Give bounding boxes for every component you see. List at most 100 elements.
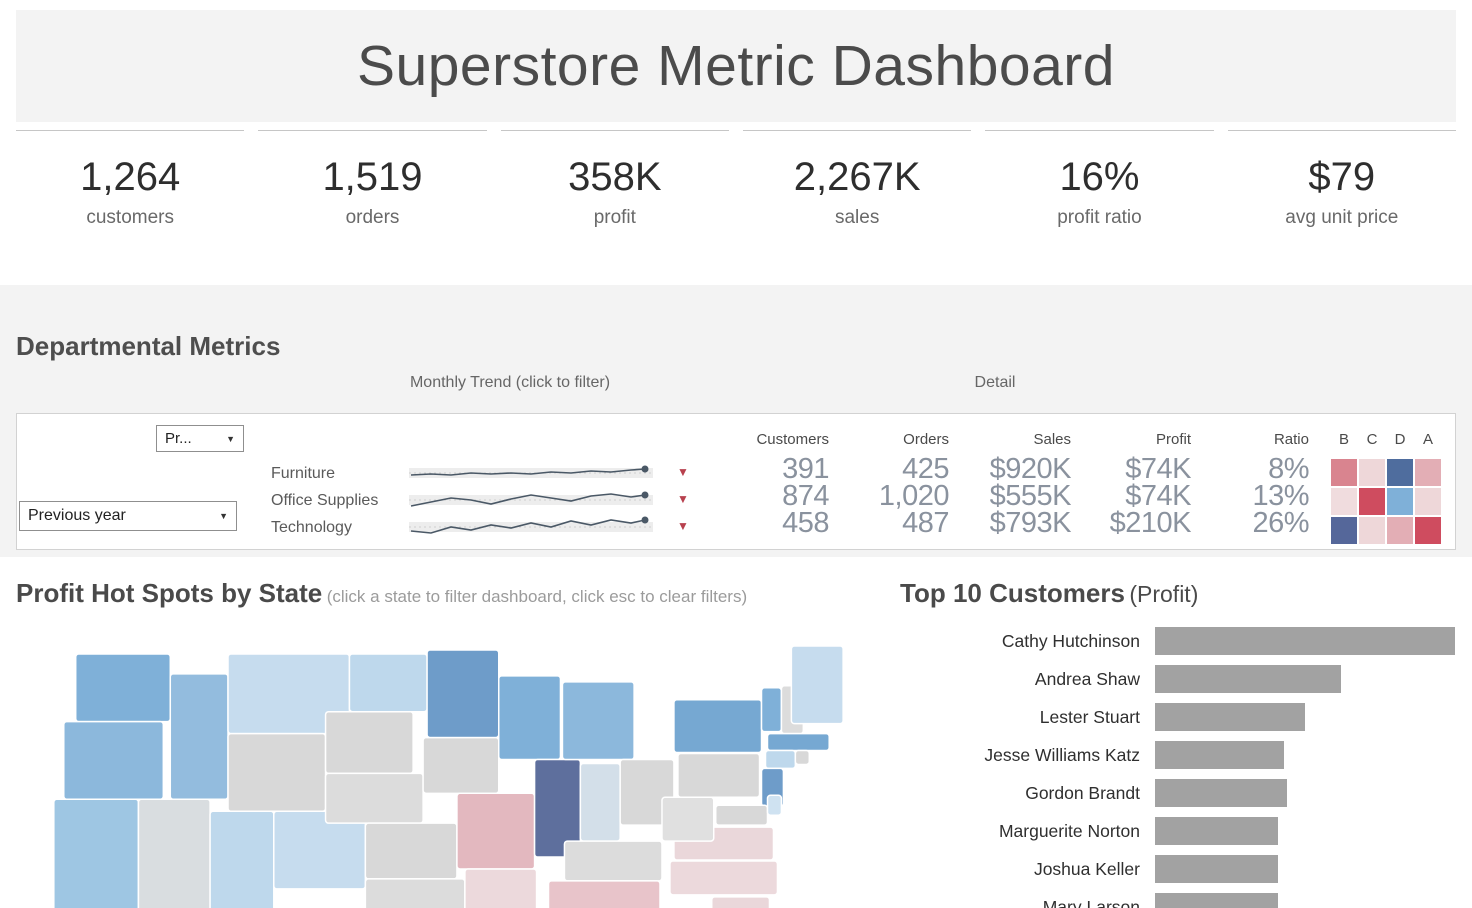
kpi-sales: 2,267K sales [742, 130, 972, 229]
state-DE[interactable] [766, 794, 783, 816]
customer-row: Andrea Shaw [900, 660, 1460, 698]
monthly-trend-sparkline[interactable] [409, 487, 653, 513]
kpi-row: 1,264 customers 1,519 orders 358K profit 2,267… [16, 130, 1456, 229]
customer-profit-bar[interactable] [1155, 627, 1455, 655]
map-section-header: Profit Hot Spots by State (click a state… [16, 576, 844, 610]
column-header-profit: Profit [1155, 431, 1191, 448]
departmental-metrics-title: Departmental Metrics [16, 331, 281, 361]
metric-value: 874 [782, 480, 829, 512]
heatmap-cell[interactable] [1415, 488, 1441, 515]
column-header-sales: Sales [1033, 431, 1071, 448]
state-NY[interactable] [673, 699, 763, 754]
map-title: Profit Hot Spots by State [16, 578, 323, 608]
kpi-value: 358K [568, 155, 662, 199]
state-OH[interactable] [619, 758, 675, 826]
metric-value: 1,020 [878, 480, 950, 512]
customer-row: Cathy Hutchinson [900, 622, 1460, 660]
kpi-value: 2,267K [793, 155, 921, 199]
metric-value: $74K [1125, 480, 1191, 512]
customer-profit-bar[interactable] [1155, 817, 1278, 845]
heatmap-cell[interactable] [1331, 459, 1357, 486]
heatmap-cell[interactable] [1415, 459, 1441, 486]
kpi-customers: 1,264 customers [16, 130, 245, 229]
heatmap-cell[interactable] [1359, 459, 1385, 486]
state-KY[interactable] [563, 840, 663, 882]
kpi-label: sales [834, 207, 880, 228]
state-SC[interactable] [711, 896, 771, 908]
customer-row: Joshua Keller [900, 850, 1460, 888]
heatmap-cell[interactable] [1387, 517, 1413, 544]
state-IN[interactable] [579, 762, 621, 842]
customer-profit-bar[interactable] [1155, 855, 1278, 883]
heatmap-cell[interactable] [1331, 517, 1357, 544]
customer-profit-bar[interactable] [1155, 665, 1341, 693]
state-IA[interactable] [422, 736, 500, 795]
kpi-profit-ratio: 16% profit ratio [985, 130, 1214, 229]
state-KS[interactable] [364, 822, 458, 880]
heatmap-column-B: B [1338, 431, 1349, 448]
column-header-customers: Customers [756, 431, 829, 448]
heatmap-cell[interactable] [1387, 459, 1413, 486]
state-WV[interactable] [661, 796, 715, 842]
monthly-trend-header: Monthly Trend (click to filter) [409, 374, 611, 391]
metric-value: 391 [782, 453, 829, 485]
state-SD[interactable] [324, 710, 414, 775]
customer-profit-bar[interactable] [1155, 893, 1278, 908]
heatmap-cell[interactable] [1359, 517, 1385, 544]
state-VT[interactable] [760, 687, 783, 733]
state-MO[interactable] [456, 792, 536, 870]
top-customers-header: Top 10 Customers (Profit) [900, 578, 1198, 609]
state-NC[interactable] [669, 860, 779, 896]
state-CA[interactable] [53, 798, 140, 908]
chevron-down-icon: ▼ [226, 433, 235, 444]
state-NV[interactable] [137, 798, 211, 908]
state-UT[interactable] [209, 810, 275, 908]
state-MI[interactable] [561, 681, 635, 761]
heatmap-cell[interactable] [1359, 488, 1385, 515]
heatmap-column-C: C [1366, 431, 1378, 448]
state-CT[interactable] [764, 749, 797, 770]
kpi-avg-unit-price: $79 avg unit price [1227, 130, 1456, 229]
customer-profit-bar[interactable] [1155, 779, 1287, 807]
state-OR[interactable] [63, 720, 165, 801]
state-WY[interactable] [227, 732, 327, 812]
state-NE[interactable] [324, 772, 424, 824]
state-WA[interactable] [74, 653, 172, 723]
top-customers-subtitle: (Profit) [1129, 581, 1199, 607]
state-TN[interactable] [547, 880, 661, 908]
trend-down-indicator-icon: ▼ [677, 465, 689, 479]
state-AR[interactable] [464, 868, 538, 908]
customer-name: Jesse Williams Katz [984, 744, 1140, 765]
product-filter-label: Pr... [165, 430, 192, 447]
comparison-period-dropdown[interactable]: Previous year ▼ [19, 501, 237, 531]
state-PA[interactable] [677, 752, 761, 799]
kpi-value: 16% [1059, 155, 1140, 199]
kpi-profit: 358K profit [500, 130, 729, 229]
state-ND[interactable] [348, 653, 428, 713]
state-MA[interactable] [766, 732, 830, 752]
state-MN[interactable] [426, 649, 500, 739]
heatmap-cell[interactable] [1331, 488, 1357, 515]
product-filter-dropdown[interactable]: Pr... ▼ [156, 425, 244, 452]
heatmap-cell[interactable] [1387, 488, 1413, 515]
customer-name: Gordon Brandt [1025, 782, 1140, 803]
page-title: Superstore Metric Dashboard [356, 34, 1115, 98]
monthly-trend-sparkline[interactable] [409, 460, 653, 486]
top-customers-bar-chart: Cathy Hutchinson Andrea Shaw Lester Stuart… [900, 622, 1460, 908]
customer-name: Joshua Keller [1033, 858, 1140, 879]
metric-value: 26% [1252, 507, 1309, 539]
customer-profit-bar[interactable] [1155, 703, 1305, 731]
state-ME[interactable] [790, 645, 844, 725]
state-WI[interactable] [497, 675, 562, 761]
customer-row: Lester Stuart [900, 698, 1460, 736]
state-ID[interactable] [169, 673, 229, 801]
trend-down-indicator-icon: ▼ [677, 519, 689, 533]
metric-value: 487 [902, 507, 949, 539]
state-MD[interactable] [714, 804, 769, 826]
customer-profit-bar[interactable] [1155, 741, 1284, 769]
monthly-trend-sparkline[interactable] [409, 514, 653, 540]
state-OK[interactable] [364, 878, 466, 908]
state-RI[interactable] [794, 749, 811, 766]
heatmap-cell[interactable] [1415, 517, 1441, 544]
